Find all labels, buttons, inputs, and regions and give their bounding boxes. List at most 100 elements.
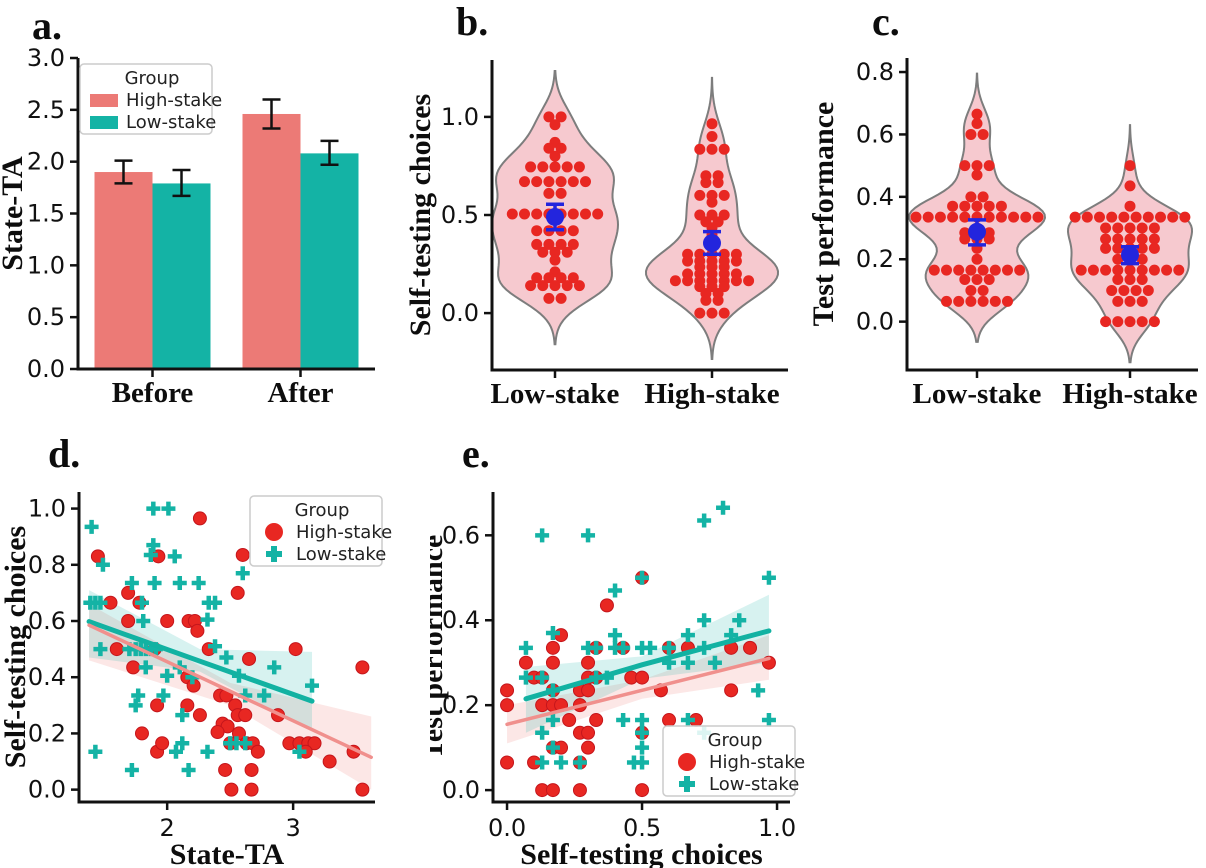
scatter-point-high-stake <box>355 782 370 797</box>
legend-title: Group <box>125 68 180 89</box>
swarm-dot <box>941 295 952 307</box>
swarm-dot <box>743 275 755 287</box>
swarm-dot <box>947 211 959 223</box>
scatter-point-high-stake <box>244 782 259 797</box>
swarm-dot <box>947 200 959 212</box>
swarm-dot <box>934 211 946 223</box>
swarm-dot <box>592 208 604 220</box>
swarm-dot <box>706 118 718 130</box>
legend-entry-label: High-stake <box>709 752 805 773</box>
bar-low-stake-before <box>152 183 211 369</box>
swarm-dot <box>959 160 971 172</box>
scatter-point-low-stake <box>136 614 151 629</box>
scatter-point-high-stake <box>500 755 515 770</box>
panel-d-scatter-plot: 0.0 0.2 0.4 0.6 0.8 1.0 2 3 Self-testing choices… <box>0 430 430 868</box>
swarm-dot <box>555 176 567 188</box>
scatter-point-low-stake <box>175 736 190 751</box>
legend-entry-label: Low-stake <box>709 774 799 795</box>
swarm-dot <box>567 272 579 284</box>
swarm-dot <box>989 295 1001 307</box>
scatter-point-high-stake <box>572 783 587 798</box>
swarm-dot <box>573 280 585 292</box>
y-tick-label: 0.0 <box>27 355 65 383</box>
scatter-point-low-stake <box>208 595 223 610</box>
scatter-point-low-stake <box>156 688 171 703</box>
swarm-dot <box>706 307 718 319</box>
mean-marker <box>703 234 721 253</box>
swarm-dot <box>730 255 742 267</box>
scatter-point-low-stake <box>751 683 766 698</box>
y-tick-label: 0.4 <box>442 606 480 634</box>
scatter-point-high-stake <box>109 642 124 657</box>
swarm-dot <box>977 284 989 296</box>
swarm-dot <box>573 161 585 173</box>
scatter-point-high-stake <box>589 713 604 728</box>
scatter-point-low-stake <box>635 570 650 585</box>
scatter-point-high-stake <box>190 623 205 638</box>
y-tick-label: 2.0 <box>27 148 65 176</box>
scatter-point-high-stake <box>581 683 596 698</box>
swarm-dot <box>1100 222 1112 234</box>
panel-a-bar-chart: 0.0 0.5 1.0 1.5 2.0 2.5 3.0 State-TA Before After… <box>0 0 400 430</box>
scatter-point-high-stake <box>150 698 165 713</box>
scatter-point-low-stake <box>88 744 103 759</box>
scatter-point-low-stake <box>545 625 560 640</box>
swarm-dot <box>531 272 543 284</box>
scatter-point-high-stake <box>662 713 677 728</box>
swarm-dot <box>543 238 555 250</box>
mean-marker <box>546 207 564 226</box>
swarm-dot <box>543 292 555 304</box>
scatter-point-high-stake <box>218 762 233 777</box>
x-category-label: Low-stake <box>913 378 1042 410</box>
swarm-dot <box>1136 222 1148 234</box>
swarm-dot <box>983 200 995 212</box>
scatter-point-low-stake <box>208 639 223 654</box>
swarm-dot <box>1020 211 1032 223</box>
scatter-point-high-stake <box>230 585 245 600</box>
swarm-dot <box>1032 211 1044 223</box>
swarm-dot <box>1106 211 1118 223</box>
swarm-dot <box>1124 316 1136 328</box>
swarm-dot <box>531 238 543 250</box>
swarm-dot <box>1118 211 1130 223</box>
legend-swatch-High-stake <box>90 94 118 107</box>
swarm-dot <box>1130 284 1142 296</box>
scatter-point-low-stake <box>732 613 747 628</box>
x-tick-label: 2 <box>160 814 175 842</box>
swarm-dot <box>580 208 591 220</box>
swarm-dot <box>525 161 537 173</box>
y-tick-label: 0.6 <box>442 521 480 549</box>
legend-swatch-Low-stake <box>679 776 695 792</box>
swarm-dot <box>1136 264 1148 276</box>
scatter-point-low-stake <box>616 713 631 728</box>
swarm-dot <box>983 211 995 223</box>
scatter-point-low-stake <box>581 528 596 543</box>
scatter-point-low-stake <box>635 755 650 770</box>
scatter-point-low-stake <box>535 725 550 740</box>
swarm-dot <box>1148 233 1160 245</box>
swarm-dot <box>718 307 730 319</box>
scatter-point-low-stake <box>267 660 282 675</box>
swarm-dot <box>1112 222 1124 234</box>
swarm-dot <box>1124 200 1136 212</box>
swarm-dot <box>1155 211 1166 223</box>
swarm-dot <box>1008 211 1020 223</box>
scatter-point-high-stake <box>355 660 370 675</box>
scatter-point-high-stake <box>192 708 207 723</box>
scatter-point-high-stake <box>562 713 577 728</box>
scatter-point-low-stake <box>535 670 550 685</box>
swarm-dot <box>1075 264 1087 276</box>
scatter-point-high-stake <box>545 640 560 655</box>
swarm-dot <box>1136 316 1148 328</box>
scatter-point-low-stake <box>707 655 722 670</box>
scatter-point-low-stake <box>716 500 731 515</box>
scatter-point-low-stake <box>572 755 587 770</box>
scatter-point-low-stake <box>305 678 320 693</box>
scatter-point-high-stake <box>288 642 303 657</box>
y-tick-label: 1.0 <box>441 103 479 131</box>
y-tick-label: 1.0 <box>28 495 66 523</box>
swarm-dot <box>959 233 971 245</box>
regression-line-low-stake <box>523 628 772 702</box>
scatter-point-low-stake <box>608 628 623 643</box>
swarm-dot <box>543 187 555 199</box>
